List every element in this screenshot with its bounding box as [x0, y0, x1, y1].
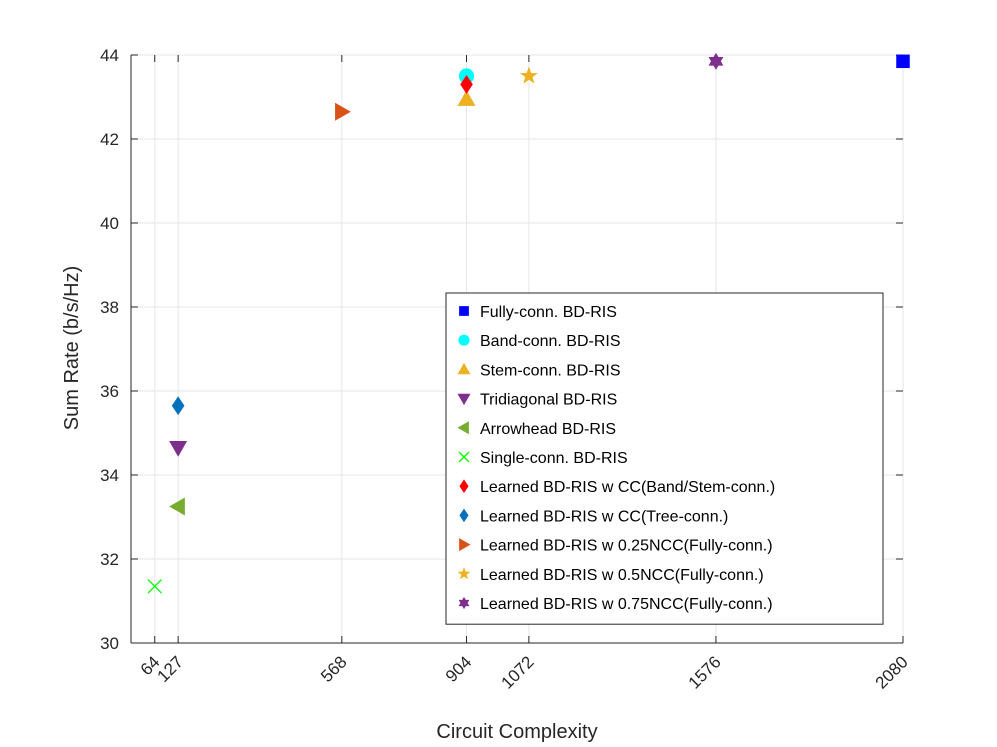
y-tick-label: 40	[100, 214, 119, 233]
legend: Fully-conn. BD-RIS Band-conn. BD-RIS Stem-…	[446, 293, 883, 624]
legend-label: Arrowhead BD-RIS	[480, 421, 616, 438]
legend-label: Learned BD-RIS w CC(Band/Stem-conn.)	[480, 479, 775, 496]
legend-label: Fully-conn. BD-RIS	[480, 304, 617, 321]
y-tick-label: 36	[100, 382, 119, 401]
legend-marker	[458, 335, 469, 346]
data-point	[896, 55, 910, 69]
legend-label: Learned BD-RIS w 0.75NCC(Fully-conn.)	[480, 596, 773, 613]
legend-label: Learned BD-RIS w 0.5NCC(Fully-conn.)	[480, 567, 764, 584]
legend-label: Learned BD-RIS w CC(Tree-conn.)	[480, 508, 728, 525]
y-tick-label: 42	[100, 130, 119, 149]
y-tick-label: 38	[100, 298, 119, 317]
y-tick-label: 30	[100, 634, 119, 653]
y-tick-label: 34	[100, 466, 119, 485]
legend-label: Learned BD-RIS w 0.25NCC(Fully-conn.)	[480, 538, 773, 555]
legend-label: Tridiagonal BD-RIS	[480, 392, 617, 409]
legend-label: Single-conn. BD-RIS	[480, 450, 628, 467]
chart: 64127 568 904 1072 1576 20803032343638404244 …	[0, 0, 997, 747]
y-tick-label: 44	[100, 46, 119, 65]
legend-marker	[459, 306, 469, 316]
x-axis-title: Circuit Complexity	[436, 721, 597, 743]
y-axis-title: Sum Rate (b/s/Hz)	[61, 266, 83, 430]
legend-label: Band-conn. BD-RIS	[480, 333, 621, 350]
legend-label: Stem-conn. BD-RIS	[480, 362, 620, 379]
y-tick-label: 32	[100, 550, 119, 569]
